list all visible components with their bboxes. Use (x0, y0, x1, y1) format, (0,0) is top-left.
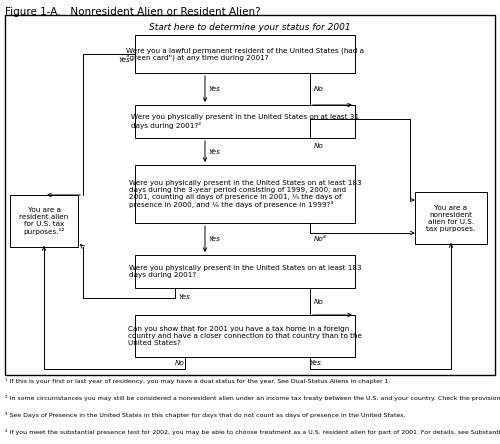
Text: ⁴ If you meet the substantial presence test for 2002, you may be able to choose : ⁴ If you meet the substantial presence t… (5, 429, 500, 435)
Text: Yes: Yes (309, 360, 321, 366)
Text: ¹ If this is your first or last year of residency, you may have a dual status fo: ¹ If this is your first or last year of … (5, 378, 390, 384)
Text: Can you show that for 2001 you have a tax home in a foreign
country and have a c: Can you show that for 2001 you have a ta… (128, 326, 362, 346)
Bar (10, 195, 78, 247)
Text: Were you physically present in the United States on at least 31
days during 2001: Were you physically present in the Unite… (131, 115, 359, 129)
Bar (135, 35, 355, 73)
Text: You are a
resident alien
for U.S. tax
purposes.¹²: You are a resident alien for U.S. tax pu… (20, 207, 68, 235)
Text: ² In some circumstances you may still be considered a nonresident alien under an: ² In some circumstances you may still be… (5, 395, 500, 401)
Text: You are a
nonresident
alien for U.S.
tax purposes.: You are a nonresident alien for U.S. tax… (426, 205, 476, 231)
Bar (135, 105, 355, 138)
Text: Yes: Yes (209, 148, 221, 155)
Text: No⁴: No⁴ (314, 236, 326, 242)
Text: Figure 1-A.   Nonresident Alien or Resident Alien?: Figure 1-A. Nonresident Alien or Residen… (5, 7, 260, 17)
Bar (135, 255, 355, 288)
Text: No: No (314, 86, 324, 92)
Text: Yes: Yes (209, 236, 221, 242)
Bar (135, 315, 355, 357)
Text: Yes: Yes (209, 86, 221, 92)
Text: ³ See Days of Presence in the United States in this chapter for days that do not: ³ See Days of Presence in the United Sta… (5, 412, 406, 418)
Text: Were you physically present in the United States on at least 183
days during 200: Were you physically present in the Unite… (128, 265, 362, 278)
Bar (415, 192, 487, 244)
Text: No: No (175, 360, 185, 366)
Text: No: No (314, 143, 324, 149)
Text: Start here to determine your status for 2001: Start here to determine your status for … (149, 23, 351, 32)
Text: Were you physically present in the United States on at least 183
days during the: Were you physically present in the Unite… (128, 180, 362, 208)
Text: Yes: Yes (179, 293, 191, 300)
Text: Were you a lawful permanent resident of the United States (had a
"green card") a: Were you a lawful permanent resident of … (126, 47, 364, 61)
Bar (135, 165, 355, 223)
Text: Yes: Yes (118, 57, 130, 63)
Text: No: No (314, 298, 324, 305)
Bar (5, 15, 495, 375)
